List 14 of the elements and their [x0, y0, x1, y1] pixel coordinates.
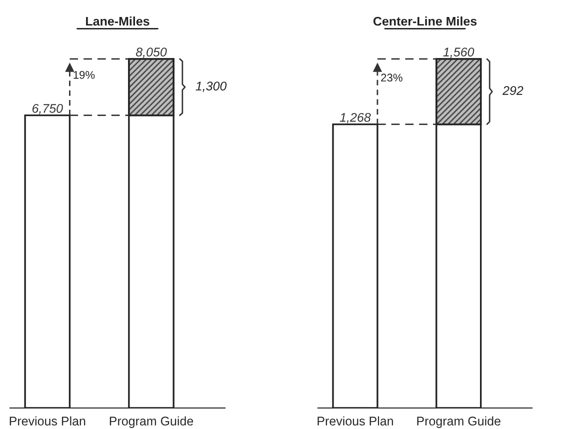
annotation: 292	[502, 86, 524, 95]
x-tick-label: Previous Plan	[10, 416, 86, 426]
annotation: 19%	[74, 70, 95, 79]
x-tick-label: Program Guide	[110, 416, 194, 428]
data-label: 6,750	[32, 104, 63, 114]
data-label: 1,268	[340, 112, 371, 124]
chart-title: Lane-Miles	[86, 16, 150, 26]
annotation: 23%	[381, 74, 402, 82]
total-label: 8,050	[136, 48, 167, 58]
x-tick-label: Previous Plan	[318, 416, 393, 426]
x-tick-label: Program Guide	[417, 416, 500, 428]
total-label: 1,560	[443, 48, 474, 58]
chart-title: Center-Line Miles	[373, 16, 477, 26]
annotation: 1,300	[196, 82, 227, 92]
